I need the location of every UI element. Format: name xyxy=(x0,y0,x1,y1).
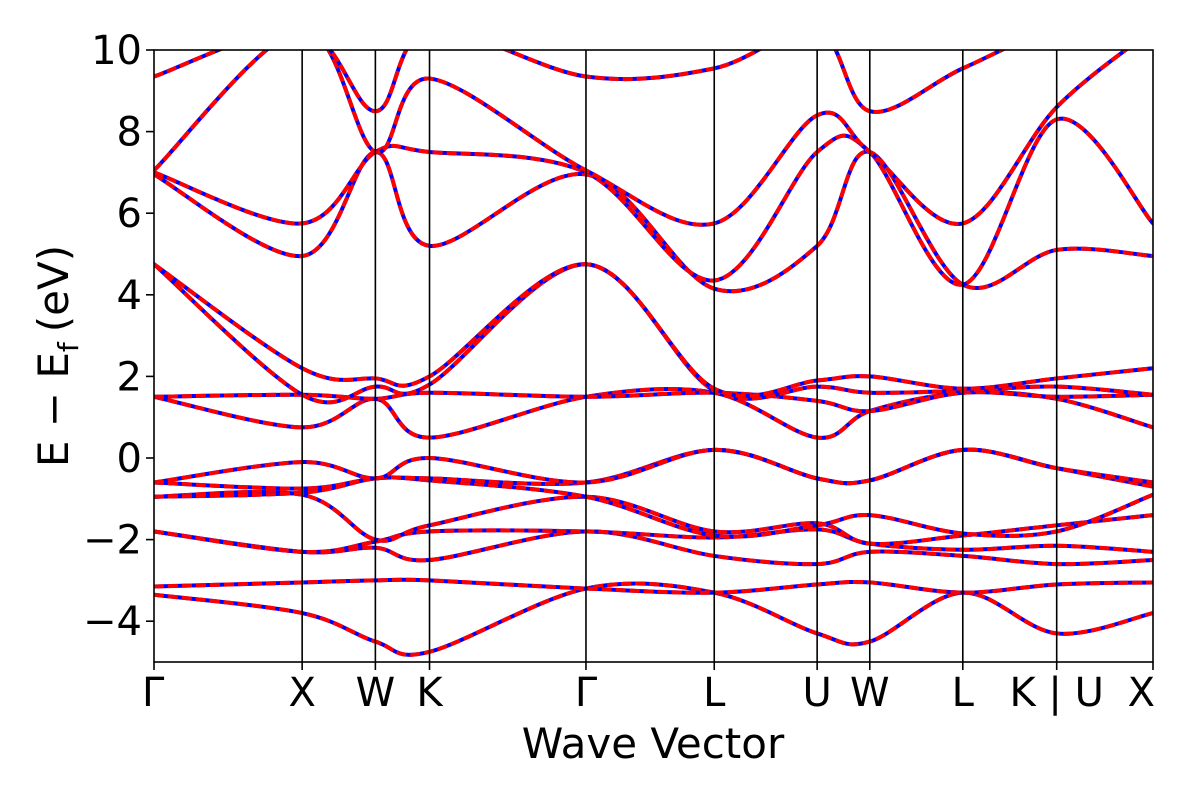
band-line-overlay xyxy=(154,50,1129,227)
x-tick-label: K xyxy=(416,670,444,716)
y-axis-title-subscript: f xyxy=(52,341,85,352)
band-line-overlay xyxy=(154,116,1153,287)
x-tick-label: W xyxy=(356,670,396,716)
band-line-overlay xyxy=(154,262,1153,405)
x-tick-label: Γ xyxy=(575,670,598,716)
y-tick-label: −4 xyxy=(83,599,142,645)
y-axis-ticks xyxy=(146,49,154,623)
x-tick-label: Γ xyxy=(142,670,165,716)
kpoint-lines xyxy=(301,50,1058,662)
y-tick-label: 10 xyxy=(91,28,142,74)
band-line-reference xyxy=(154,581,1153,657)
band-line-overlay xyxy=(154,50,1007,114)
band-line-reference xyxy=(154,527,1153,555)
y-axis-title-unit: (eV) xyxy=(29,245,78,332)
band-line-reference xyxy=(154,50,1007,114)
x-tick-label: K | U xyxy=(1009,670,1103,716)
y-axis-tick-labels: −4 −2 0 2 4 6 8 10 xyxy=(83,28,142,645)
y-tick-label: −2 xyxy=(83,518,142,564)
x-tick-label: X xyxy=(1128,670,1155,716)
band-line-overlay xyxy=(154,447,1153,486)
x-tick-label: L xyxy=(952,670,975,716)
band-line-reference xyxy=(154,262,1153,398)
band-line-reference xyxy=(154,116,1153,287)
band-line-overlay xyxy=(154,529,1153,567)
y-tick-label: 8 xyxy=(117,110,142,156)
plot-frame xyxy=(153,49,1154,663)
band-line-reference xyxy=(154,50,1129,227)
band-line-reference xyxy=(154,475,1153,539)
band-line-overlay xyxy=(154,475,1153,539)
y-tick-label: 2 xyxy=(117,354,142,400)
x-tick-label: W xyxy=(850,670,890,716)
x-axis-ticks xyxy=(153,662,1154,670)
x-axis-title: Wave Vector xyxy=(522,719,785,768)
band-line-reference xyxy=(154,262,1153,405)
bands-layer xyxy=(154,50,1153,657)
band-line-overlay xyxy=(154,262,1153,398)
x-tick-label: L xyxy=(703,670,726,716)
x-tick-label: X xyxy=(288,670,315,716)
y-tick-label: 4 xyxy=(117,273,142,319)
band-line-overlay xyxy=(154,577,1153,595)
y-axis-title-main: E − E xyxy=(29,352,78,467)
y-tick-label: 6 xyxy=(117,191,142,237)
band-line-overlay xyxy=(154,581,1153,657)
y-axis-title: E − Ef (eV) xyxy=(29,245,85,467)
x-tick-label: U xyxy=(802,670,831,716)
y-tick-label: 0 xyxy=(117,436,142,482)
